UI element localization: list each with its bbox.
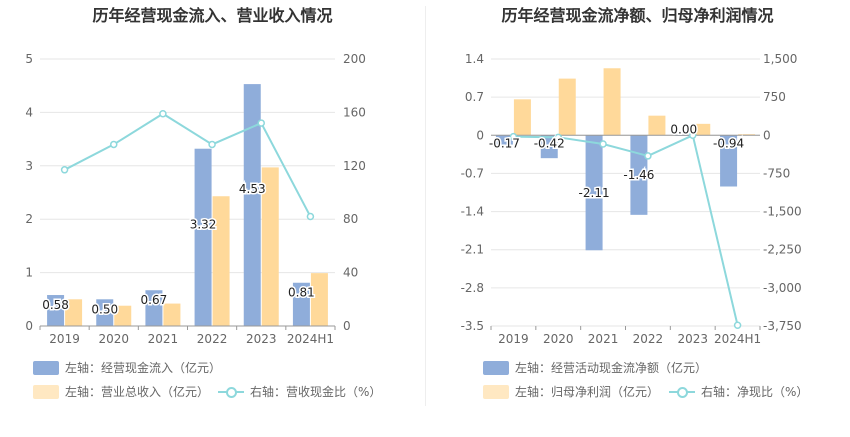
- bar-2020-orange: [559, 79, 576, 136]
- bar-2022-orange: [648, 116, 665, 136]
- chart-panel-cash-inflow: 历年经营现金流入、营业收入情况 0 1 2 3 4 5 0 40 80 120 160 200 2019…: [0, 0, 425, 437]
- right-axis-tick-label: 80: [343, 212, 358, 226]
- x-axis-tick-label: 2023: [246, 332, 277, 346]
- right-axis-tick-label: 200: [343, 52, 366, 66]
- left-axis-tick-label: 4: [25, 105, 33, 119]
- left-axis-tick-label: 2: [25, 212, 33, 226]
- ratio-point-2019: [62, 167, 68, 173]
- data-label-2019: 0.58: [42, 298, 69, 312]
- bar-2022-blue: [195, 149, 212, 326]
- x-axis-tick-label: 2021: [148, 332, 179, 346]
- legend-label: 右轴：营收现金比（%）: [250, 383, 381, 400]
- bar-2023-blue: [244, 84, 261, 326]
- ratio-point-2021: [600, 141, 606, 147]
- ratio-point-2023: [258, 120, 264, 126]
- right-axis-tick-label: -3,750: [763, 319, 802, 333]
- legend-line-icon: [669, 385, 695, 399]
- legend-swatch-orange: [33, 385, 59, 399]
- legend-label: 左轴：归母净利润（亿元）: [515, 383, 659, 400]
- data-label-2022: 3.32: [190, 217, 217, 231]
- left-axis-tick-label: -2.8: [461, 281, 484, 295]
- x-axis-tick-label: 2023: [677, 332, 708, 346]
- left-axis-tick-label: -1.4: [461, 205, 484, 219]
- left-axis-tick-label: 1.4: [465, 52, 484, 66]
- legend-label: 左轴：经营现金流入（亿元）: [65, 359, 221, 376]
- left-axis-tick-label: 0.7: [465, 90, 484, 104]
- x-axis-tick-label: 2020: [543, 332, 574, 346]
- bar-2019-orange: [514, 99, 531, 135]
- legend-line-icon: [218, 385, 244, 399]
- right-axis-tick-label: -3,000: [763, 281, 802, 295]
- data-label-2023: 0.00: [670, 122, 697, 136]
- right-axis-tick-label: -1,500: [763, 205, 802, 219]
- x-axis-tick-label: 2019: [498, 332, 529, 346]
- bar-2022-orange: [213, 196, 230, 326]
- left-axis-tick-label: -2.1: [461, 243, 484, 257]
- right-axis-tick-label: 120: [343, 159, 366, 173]
- legend-label: 右轴：净现比（%）: [701, 383, 808, 400]
- right-axis-tick-label: 0: [343, 319, 351, 333]
- ratio-point-2020: [111, 141, 117, 147]
- ratio-point-2024H1: [307, 214, 313, 220]
- data-label-2021: 0.67: [141, 293, 168, 307]
- legend-swatch-orange: [483, 385, 509, 399]
- right-axis-tick-label: -750: [763, 166, 790, 180]
- x-axis-tick-label: 2019: [49, 332, 80, 346]
- left-axis-tick-label: 3: [25, 159, 33, 173]
- data-label-2019: -0.17: [489, 136, 520, 150]
- ratio-point-2021: [160, 111, 166, 117]
- data-label-2024H1: -0.94: [713, 136, 744, 150]
- right-axis-tick-label: 1,500: [763, 52, 797, 66]
- left-axis-tick-label: 1: [25, 266, 33, 280]
- ratio-line: [513, 135, 737, 325]
- right-axis-tick-label: 40: [343, 266, 358, 280]
- right-axis-tick-label: -2,250: [763, 243, 802, 257]
- bar-2021-orange: [604, 68, 621, 135]
- legend-item-ratio[interactable]: 右轴：净现比（%）: [669, 383, 808, 400]
- legend-item-ratio[interactable]: 右轴：营收现金比（%）: [218, 383, 381, 400]
- data-label-2023: 4.53: [239, 182, 266, 196]
- left-axis-tick-label: -0.7: [461, 166, 484, 180]
- data-label-2020: 0.50: [91, 302, 118, 316]
- legend-item-cash-inflow[interactable]: 左轴：经营现金流入（亿元）: [33, 359, 221, 376]
- ratio-point-2024H1: [735, 322, 741, 328]
- x-axis-tick-label: 2021: [588, 332, 619, 346]
- legend-item-revenue[interactable]: 左轴：营业总收入（亿元）: [33, 383, 209, 400]
- left-axis-tick-label: 0: [476, 128, 484, 142]
- x-axis-tick-label: 2022: [633, 332, 664, 346]
- right-axis-tick-label: 0: [763, 128, 771, 142]
- left-axis-tick-label: 5: [25, 52, 33, 66]
- right-axis-tick-label: 750: [763, 90, 786, 104]
- x-axis-tick-label: 2022: [197, 332, 228, 346]
- x-axis-tick-label: 2024H1: [714, 332, 761, 346]
- legend-swatch-blue: [33, 361, 59, 375]
- legend-label: 左轴：营业总收入（亿元）: [65, 383, 209, 400]
- ratio-point-2022: [645, 153, 651, 159]
- chart-panel-net-cash: 历年经营现金流净额、归母净利润情况 -3.5 -2.8 -2.1 -1.4 -0.7 0 0…: [425, 0, 850, 437]
- ratio-point-2022: [209, 141, 215, 147]
- right-axis-tick-label: 160: [343, 105, 366, 119]
- data-label-2024H1: 0.81: [288, 286, 315, 300]
- data-label-2020: -0.42: [534, 136, 565, 150]
- legend-item-net-profit[interactable]: 左轴：归母净利润（亿元）: [483, 383, 659, 400]
- left-axis-tick-label: -3.5: [461, 319, 484, 333]
- legend-label: 左轴：经营活动现金流净额（亿元）: [515, 359, 707, 376]
- data-label-2022: -1.46: [623, 168, 654, 182]
- legend-swatch-blue: [483, 361, 509, 375]
- legend-item-net-cash[interactable]: 左轴：经营活动现金流净额（亿元）: [483, 359, 707, 376]
- data-label-2021: -2.11: [579, 186, 610, 200]
- x-axis-tick-label: 2024H1: [287, 332, 334, 346]
- x-axis-tick-label: 2020: [98, 332, 129, 346]
- left-axis-tick-label: 0: [25, 319, 33, 333]
